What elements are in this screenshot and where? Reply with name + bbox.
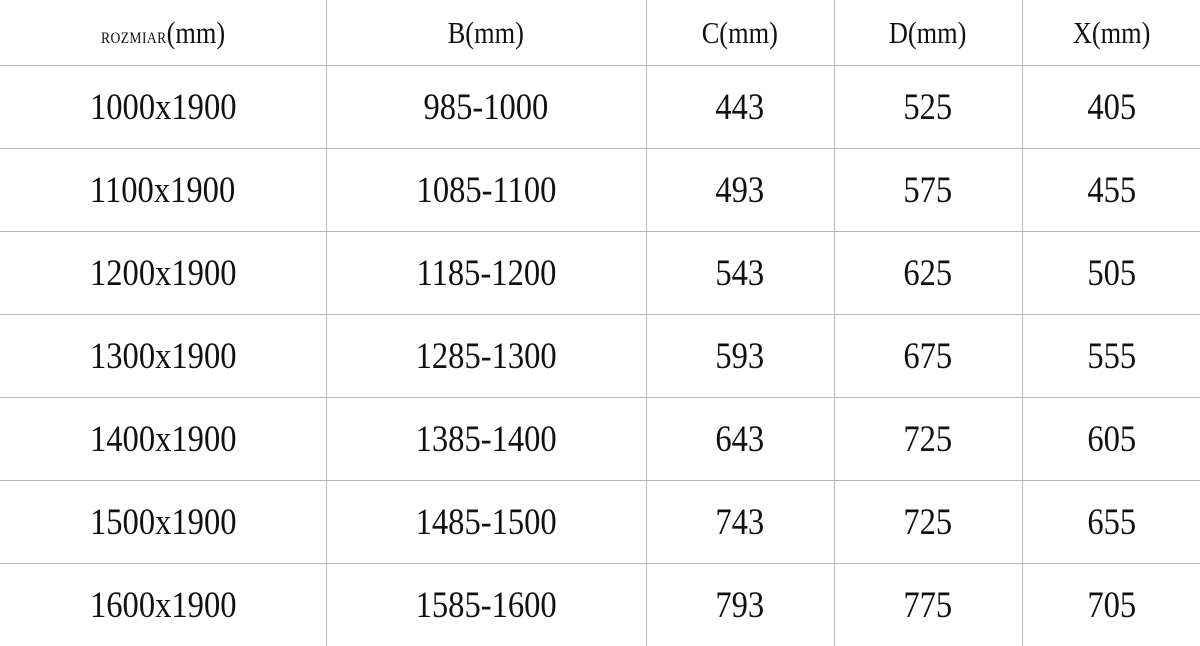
cell-value: 555 [1087,335,1136,378]
cell-x: 505 [1022,232,1200,315]
cell-value: 655 [1087,501,1136,544]
cell-value: 1500x1900 [89,501,236,544]
cell-c: 593 [646,315,834,398]
cell-rozmiar: 1200x1900 [0,232,326,315]
cell-value: 1285-1300 [415,335,556,378]
cell-value: 1185-1200 [416,252,556,295]
cell-value: 405 [1087,86,1136,129]
cell-b: 1585-1600 [326,564,646,646]
cell-value: 1085-1100 [416,169,556,212]
table-row: 1000x1900 985-1000 443 525 405 [0,66,1200,149]
cell-value: 543 [716,252,765,295]
cell-value: 725 [904,418,953,461]
cell-value: 743 [716,501,765,544]
cell-x: 655 [1022,481,1200,564]
cell-value: 725 [904,501,953,544]
cell-x: 405 [1022,66,1200,149]
cell-d: 775 [834,564,1022,646]
cell-c: 443 [646,66,834,149]
header-unit: (mm) [908,15,967,50]
cell-d: 675 [834,315,1022,398]
cell-rozmiar: 1000x1900 [0,66,326,149]
cell-b: 985-1000 [326,66,646,149]
cell-rozmiar: 1100x1900 [0,149,326,232]
cell-value: 493 [716,169,765,212]
table-row: 1100x1900 1085-1100 493 575 455 [0,149,1200,232]
cell-c: 543 [646,232,834,315]
header-unit: (mm) [1091,15,1150,50]
header-label: B [448,15,466,50]
header-unit: (mm) [466,15,525,50]
table-row: 1300x1900 1285-1300 593 675 555 [0,315,1200,398]
cell-d: 525 [834,66,1022,149]
cell-b: 1185-1200 [326,232,646,315]
cell-value: 1485-1500 [415,501,556,544]
cell-value: 593 [716,335,765,378]
header-label: D [889,15,908,50]
cell-d: 575 [834,149,1022,232]
table-row: 1400x1900 1385-1400 643 725 605 [0,398,1200,481]
cell-value: 643 [716,418,765,461]
cell-value: 705 [1087,584,1136,627]
cell-value: 443 [716,86,765,129]
header-b: B(mm) [326,0,646,66]
header-c: C(mm) [646,0,834,66]
cell-value: 985-1000 [424,86,549,129]
cell-rozmiar: 1300x1900 [0,315,326,398]
cell-c: 643 [646,398,834,481]
cell-value: 1400x1900 [89,418,236,461]
header-x: X(mm) [1022,0,1200,66]
header-unit: (mm) [720,15,779,50]
cell-d: 625 [834,232,1022,315]
table-row: 1600x1900 1585-1600 793 775 705 [0,564,1200,646]
cell-value: 775 [904,584,953,627]
cell-value: 525 [904,86,953,129]
cell-x: 605 [1022,398,1200,481]
cell-value: 1100x1900 [90,169,235,212]
cell-c: 793 [646,564,834,646]
cell-x: 555 [1022,315,1200,398]
cell-c: 493 [646,149,834,232]
cell-d: 725 [834,398,1022,481]
cell-b: 1085-1100 [326,149,646,232]
cell-value: 1585-1600 [415,584,556,627]
table-row: 1500x1900 1485-1500 743 725 655 [0,481,1200,564]
cell-d: 725 [834,481,1022,564]
cell-value: 575 [904,169,953,212]
cell-b: 1285-1300 [326,315,646,398]
header-unit: (mm) [166,15,225,50]
cell-value: 675 [904,335,953,378]
cell-value: 793 [716,584,765,627]
cell-value: 625 [904,252,953,295]
header-label: ROZMIAR [101,30,167,47]
cell-b: 1385-1400 [326,398,646,481]
header-d: D(mm) [834,0,1022,66]
table-row: 1200x1900 1185-1200 543 625 505 [0,232,1200,315]
header-rozmiar: ROZMIAR(mm) [0,0,326,66]
cell-rozmiar: 1500x1900 [0,481,326,564]
cell-value: 505 [1087,252,1136,295]
cell-value: 1600x1900 [89,584,236,627]
cell-value: 455 [1087,169,1136,212]
cell-value: 605 [1087,418,1136,461]
header-row: ROZMIAR(mm) B(mm) C(mm) D(mm) X(mm) [0,0,1200,66]
header-label: X [1072,15,1091,50]
header-label: C [702,15,720,50]
cell-value: 1200x1900 [89,252,236,295]
cell-rozmiar: 1600x1900 [0,564,326,646]
cell-value: 1385-1400 [415,418,556,461]
cell-value: 1300x1900 [89,335,236,378]
cell-x: 455 [1022,149,1200,232]
cell-c: 743 [646,481,834,564]
cell-value: 1000x1900 [89,86,236,129]
cell-x: 705 [1022,564,1200,646]
cell-rozmiar: 1400x1900 [0,398,326,481]
cell-b: 1485-1500 [326,481,646,564]
